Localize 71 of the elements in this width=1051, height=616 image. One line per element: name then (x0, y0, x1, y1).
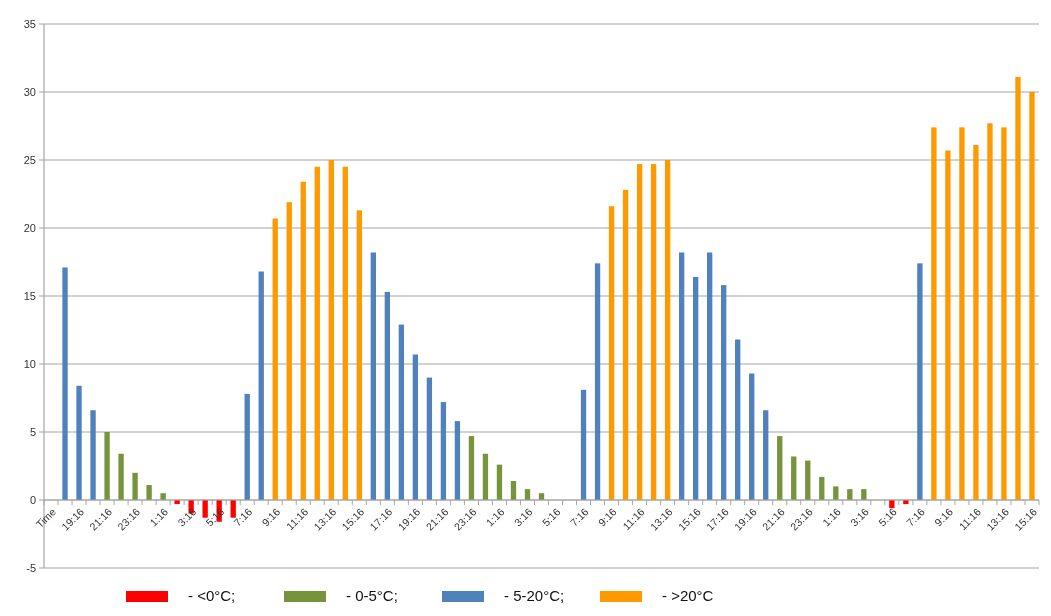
bar (917, 263, 923, 500)
bar (160, 493, 166, 500)
bar (973, 145, 979, 500)
legend-label: - 0-5°C; (346, 587, 398, 605)
bar (300, 181, 306, 500)
bar (146, 485, 152, 500)
bar (426, 377, 433, 500)
y-tick-label: 10 (23, 357, 36, 370)
bar (763, 410, 769, 500)
y-tick-label: 5 (29, 425, 36, 438)
bar (692, 276, 699, 500)
bar (805, 460, 811, 500)
bar (987, 123, 993, 500)
bar (314, 166, 320, 500)
bar (777, 436, 783, 500)
bar (650, 164, 657, 500)
bar (328, 160, 334, 500)
bar (104, 432, 110, 500)
bar (833, 486, 839, 500)
bar (889, 500, 895, 509)
bar (272, 218, 278, 500)
bar (202, 500, 208, 518)
bar (468, 436, 475, 500)
bar (959, 127, 965, 500)
x-tick-label: 9:16 (931, 505, 956, 529)
bar (1029, 92, 1035, 500)
bar (707, 252, 713, 500)
bar (594, 263, 601, 500)
bar (622, 189, 629, 500)
y-tick-label: 25 (23, 153, 36, 166)
y-tick-label: 0 (29, 493, 36, 506)
bar (580, 389, 587, 500)
bar (356, 210, 362, 500)
y-tick-label: 15 (23, 289, 36, 302)
bar (398, 324, 405, 500)
bar (608, 206, 615, 500)
bar (454, 421, 461, 500)
bar (412, 354, 419, 500)
bar (496, 464, 503, 500)
y-tick-label: 35 (23, 17, 36, 30)
bar (370, 252, 376, 500)
bar (1015, 77, 1021, 500)
y-tick-label: 30 (23, 85, 36, 98)
bar (482, 453, 489, 500)
bar (791, 456, 797, 500)
bar (132, 472, 138, 500)
x-tick-label: Time (33, 505, 59, 531)
bar (931, 127, 937, 500)
bar (90, 410, 96, 500)
bar (721, 285, 727, 500)
bar (244, 393, 250, 500)
bar (735, 339, 741, 500)
legend-label: - <0°C; (188, 587, 236, 605)
bar (664, 160, 671, 500)
bar (749, 373, 755, 500)
bar (286, 202, 292, 500)
y-tick-label: 20 (23, 221, 36, 234)
bar (636, 164, 643, 500)
y-tick-label: -5 (26, 561, 36, 574)
bar (342, 166, 348, 500)
legend-label: - >20°C (662, 587, 714, 605)
bar (440, 402, 447, 500)
bar (1001, 127, 1007, 500)
bar (258, 271, 264, 500)
bar (384, 291, 391, 500)
bar (945, 150, 951, 500)
bar (76, 385, 82, 500)
bar (62, 267, 68, 500)
bar (678, 252, 685, 500)
bar (118, 453, 124, 500)
legend-label: - 5-20°C; (504, 587, 565, 605)
